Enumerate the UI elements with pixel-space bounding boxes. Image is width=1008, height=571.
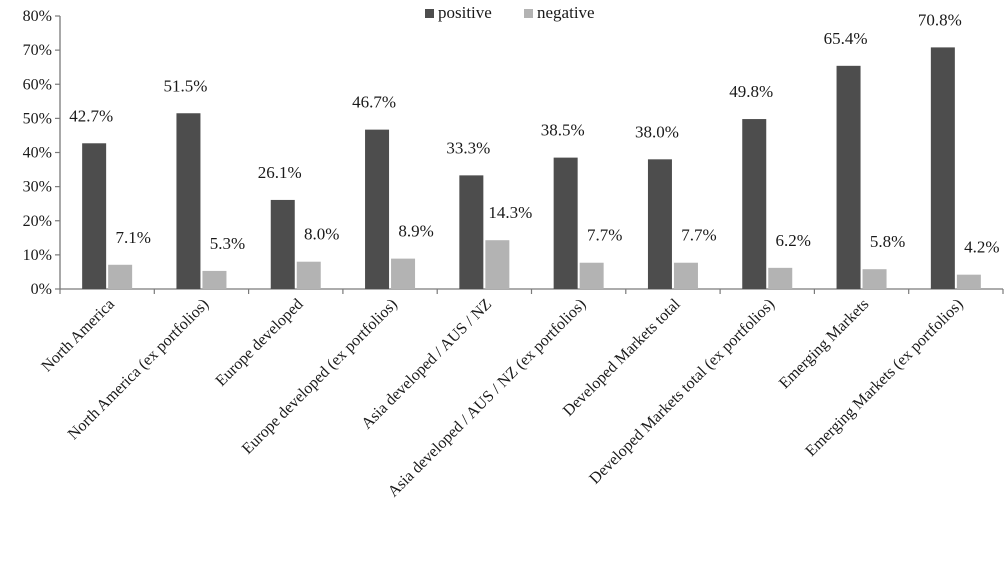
legend-label-negative: negative [537, 3, 595, 22]
data-label-positive: 49.8% [729, 82, 773, 101]
data-label-positive: 42.7% [69, 106, 113, 125]
y-axis: 0% 10% 20% 30% 40% 50% 60% 70% 80% [23, 8, 61, 298]
bar-negative [862, 269, 887, 289]
data-label-negative: 5.3% [210, 234, 245, 253]
data-label-positive: 46.7% [352, 93, 396, 112]
y-tick-label: 30% [23, 179, 52, 196]
bar-positive [82, 143, 107, 289]
bar-positive [930, 47, 955, 289]
bar-negative [768, 267, 793, 289]
bar-negative [296, 261, 321, 289]
y-tick-label: 50% [23, 110, 52, 127]
x-tick-label: Emerging Markets [776, 296, 872, 392]
bar-positive [647, 159, 672, 289]
data-label-negative: 7.1% [115, 228, 150, 247]
data-label-positive: 70.8% [918, 10, 962, 29]
data-label-positive: 26.1% [258, 163, 302, 182]
data-label-positive: 33.3% [446, 138, 490, 157]
bar-positive [270, 199, 295, 289]
x-tick-label: Developed Markets total (ex portfolios) [586, 296, 778, 488]
x-tick-label: Europe developed (ex portfolios) [239, 296, 401, 458]
data-label-negative: 5.8% [870, 232, 905, 251]
bar-positive [459, 175, 484, 289]
bar-negative [108, 264, 133, 289]
data-label-negative: 4.2% [964, 238, 999, 257]
y-tick-label: 60% [23, 76, 52, 93]
data-label-negative: 8.0% [304, 225, 339, 244]
x-tick-label: Europe developed [213, 296, 307, 390]
data-label-positive: 38.5% [541, 121, 585, 140]
x-tick-label: Asia developed / AUS / NZ (ex portfolios… [385, 296, 590, 501]
y-tick-label: 80% [23, 8, 52, 25]
legend: positive negative [425, 3, 595, 22]
y-tick-label: 0% [31, 281, 52, 298]
bars [82, 47, 981, 290]
bar-positive [553, 157, 578, 289]
y-tick-label: 10% [23, 247, 52, 264]
y-tick-label: 40% [23, 145, 52, 162]
data-labels: 42.7% 51.5% 26.1% 46.7% 33.3% 38.5% 38.0% 49.8%… [69, 10, 999, 256]
data-label-negative: 14.3% [488, 203, 532, 222]
bar-negative [391, 258, 416, 289]
data-label-positive: 51.5% [163, 76, 207, 95]
bar-negative [485, 240, 510, 289]
bar-positive [365, 129, 390, 289]
x-tick-label: Emerging Markets (ex portfolios) [802, 296, 966, 460]
data-label-positive: 38.0% [635, 122, 679, 141]
bar-positive [836, 65, 861, 289]
bar-negative [202, 270, 227, 289]
bar-positive [742, 119, 767, 290]
legend-label-positive: positive [438, 3, 492, 22]
data-label-positive: 65.4% [824, 29, 868, 48]
data-label-negative: 8.9% [398, 222, 433, 241]
y-tick-label: 20% [23, 213, 52, 230]
bar-negative [673, 262, 698, 289]
bar-positive [176, 113, 201, 289]
x-tick-label: North America [38, 296, 118, 376]
bar-negative [956, 274, 981, 289]
legend-swatch-negative [524, 9, 533, 18]
bar-negative [579, 262, 604, 289]
legend-swatch-positive [425, 9, 434, 18]
data-label-negative: 7.7% [587, 226, 622, 245]
data-label-negative: 6.2% [776, 231, 811, 250]
y-tick-label: 70% [23, 42, 52, 59]
data-label-negative: 7.7% [681, 226, 716, 245]
